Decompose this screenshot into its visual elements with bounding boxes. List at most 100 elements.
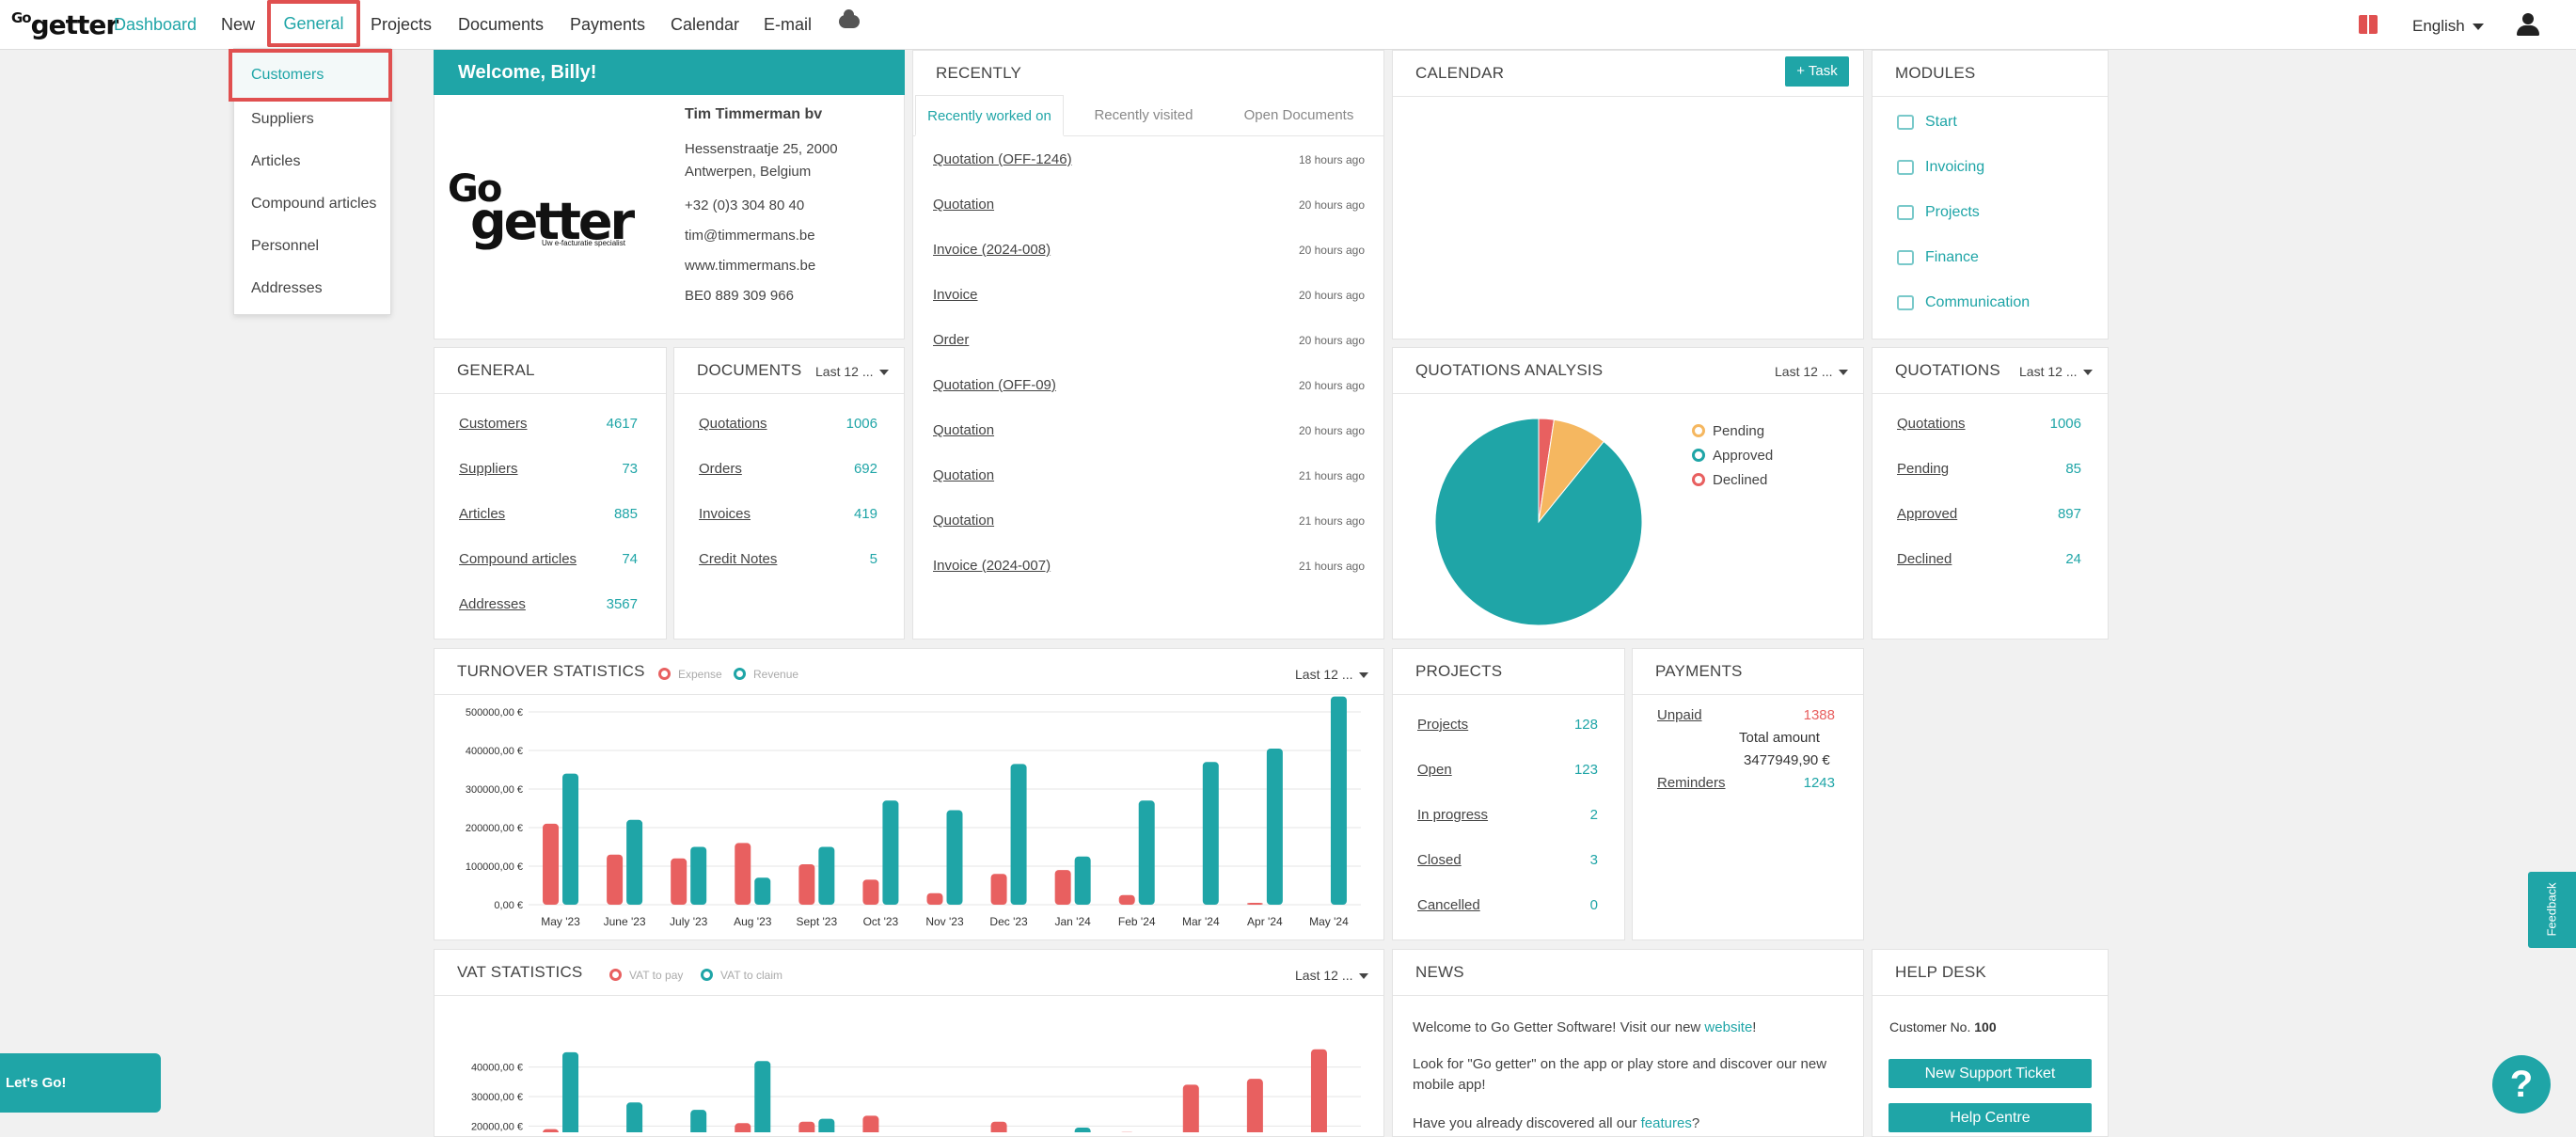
legend-vat-to-pay[interactable]: VAT to pay: [609, 969, 683, 982]
general-row-value: 885: [614, 506, 638, 522]
divider: [1873, 995, 2108, 996]
documents-period-select[interactable]: Last 12 ...: [815, 364, 889, 379]
recent-item-link[interactable]: Quotation: [933, 513, 994, 529]
quotations-row-label[interactable]: Declined: [1897, 551, 1952, 567]
bar-revenue: [1331, 697, 1347, 905]
finance-icon: [1897, 250, 1914, 265]
module-finance[interactable]: Finance: [1925, 249, 1979, 266]
general-row-label[interactable]: Compound articles: [459, 551, 577, 567]
recent-item-link[interactable]: Quotation: [933, 197, 994, 213]
menu-item-addresses[interactable]: Addresses: [251, 280, 323, 297]
top-navbar: Gogetter Dashboard New General Projects …: [0, 0, 2576, 50]
quotations-row-label[interactable]: Quotations: [1897, 416, 1966, 432]
documents-row-label[interactable]: Invoices: [699, 506, 751, 522]
nav-new[interactable]: New: [221, 0, 255, 50]
nav-calendar[interactable]: Calendar: [671, 0, 739, 50]
help-button[interactable]: ?: [2492, 1055, 2551, 1113]
nav-projects[interactable]: Projects: [371, 0, 432, 50]
y-tick-label: 400000,00 €: [466, 746, 523, 757]
quotations-row-label[interactable]: Pending: [1897, 461, 1949, 477]
bar-revenue: [1011, 764, 1027, 905]
gift-icon[interactable]: [2359, 15, 2378, 34]
recent-item-link[interactable]: Quotation (OFF-09): [933, 377, 1056, 393]
payments-title: PAYMENTS: [1655, 662, 1743, 681]
calendar-title: CALENDAR: [1415, 64, 1504, 83]
general-row-label[interactable]: Articles: [459, 506, 505, 522]
tab-open-documents[interactable]: Open Documents: [1224, 95, 1374, 136]
bar-revenue: [1139, 800, 1155, 905]
projects-row-label[interactable]: Projects: [1417, 717, 1468, 733]
recent-item-link[interactable]: Quotation (OFF-1246): [933, 151, 1072, 167]
customer-number: Customer No. 100: [1889, 1019, 1997, 1034]
tab-recently-worked-on[interactable]: Recently worked on: [915, 95, 1064, 136]
documents-row-label[interactable]: Credit Notes: [699, 551, 777, 567]
quotations-analysis-period-select[interactable]: Last 12 ...: [1775, 364, 1848, 379]
quotations-period-select[interactable]: Last 12 ...: [2019, 364, 2093, 379]
expense-dot-icon: [658, 668, 671, 680]
menu-item-compound-articles[interactable]: Compound articles: [251, 196, 376, 213]
features-link[interactable]: features: [1641, 1115, 1692, 1131]
legend-expense[interactable]: Expense: [658, 668, 722, 681]
user-icon[interactable]: [2517, 13, 2539, 36]
vat-period-select[interactable]: Last 12 ...: [1295, 968, 1368, 983]
lets-go-button[interactable]: Let's Go!: [0, 1053, 161, 1113]
website-link[interactable]: website: [1704, 1019, 1752, 1035]
recent-item-link[interactable]: Quotation: [933, 422, 994, 438]
projects-row-label[interactable]: Open: [1417, 762, 1452, 778]
menu-item-personnel[interactable]: Personnel: [251, 238, 319, 255]
nav-documents[interactable]: Documents: [458, 0, 544, 50]
quotations-row-label[interactable]: Approved: [1897, 506, 1957, 522]
add-task-button[interactable]: + Task: [1785, 56, 1849, 87]
help-centre-button[interactable]: Help Centre: [1889, 1103, 2092, 1132]
projects-row-label[interactable]: Closed: [1417, 852, 1462, 868]
menu-item-articles[interactable]: Articles: [251, 153, 300, 170]
projects-row-value: 2: [1590, 807, 1598, 823]
feedback-tab[interactable]: Feedback: [2528, 872, 2576, 948]
language-select[interactable]: English: [2412, 0, 2484, 50]
recently-tabs: Recently worked on Recently visited Open…: [913, 95, 1383, 136]
recent-item-link[interactable]: Quotation: [933, 467, 994, 483]
documents-row-label[interactable]: Quotations: [699, 416, 767, 432]
legend-vat-to-claim[interactable]: VAT to claim: [701, 969, 782, 982]
legend-revenue[interactable]: Revenue: [734, 668, 798, 681]
module-projects[interactable]: Projects: [1925, 204, 1980, 221]
pie-slice-approved: [1435, 418, 1642, 625]
turnover-period-select[interactable]: Last 12 ...: [1295, 667, 1368, 682]
general-row-label[interactable]: Customers: [459, 416, 528, 432]
nav-dashboard[interactable]: Dashboard: [114, 0, 197, 50]
quotations-analysis-panel: QUOTATIONS ANALYSIS Last 12 ... Pending …: [1392, 347, 1864, 640]
payments-unpaid-link[interactable]: Unpaid: [1657, 707, 1702, 723]
general-row-label[interactable]: Suppliers: [459, 461, 518, 477]
module-invoicing[interactable]: Invoicing: [1925, 159, 1984, 176]
module-start[interactable]: Start: [1925, 114, 1957, 131]
nav-email[interactable]: E-mail: [764, 0, 812, 50]
menu-item-customers[interactable]: Customers: [229, 49, 392, 102]
quotations-analysis-title: QUOTATIONS ANALYSIS: [1415, 361, 1603, 380]
cloud-icon[interactable]: [839, 15, 860, 28]
recent-item-link[interactable]: Invoice (2024-008): [933, 242, 1051, 258]
projects-row-label[interactable]: Cancelled: [1417, 897, 1480, 913]
menu-item-suppliers[interactable]: Suppliers: [251, 111, 314, 128]
recent-item-time: 21 hours ago: [1299, 514, 1365, 528]
nav-payments[interactable]: Payments: [570, 0, 645, 50]
payments-total-value: 3477949,90 €: [1744, 752, 1830, 768]
recent-item-link[interactable]: Invoice: [933, 287, 978, 303]
recent-item-link[interactable]: Order: [933, 332, 969, 348]
recent-item-link[interactable]: Invoice (2024-007): [933, 558, 1051, 574]
payments-reminders-link[interactable]: Reminders: [1657, 775, 1726, 791]
helpdesk-title: HELP DESK: [1895, 963, 1986, 982]
nav-general[interactable]: General: [267, 0, 360, 47]
documents-row-value: 692: [854, 461, 877, 477]
general-row-label[interactable]: Addresses: [459, 596, 526, 612]
tab-recently-visited[interactable]: Recently visited: [1073, 95, 1214, 136]
new-support-ticket-button[interactable]: New Support Ticket: [1889, 1059, 2092, 1088]
module-communication[interactable]: Communication: [1925, 294, 2030, 311]
recent-item-time: 20 hours ago: [1299, 289, 1365, 302]
app-logo[interactable]: Gogetter: [11, 9, 118, 40]
projects-row-label[interactable]: In progress: [1417, 807, 1488, 823]
divider: [435, 995, 1383, 996]
documents-row-label[interactable]: Orders: [699, 461, 742, 477]
x-tick-label: Sept '23: [797, 915, 838, 928]
